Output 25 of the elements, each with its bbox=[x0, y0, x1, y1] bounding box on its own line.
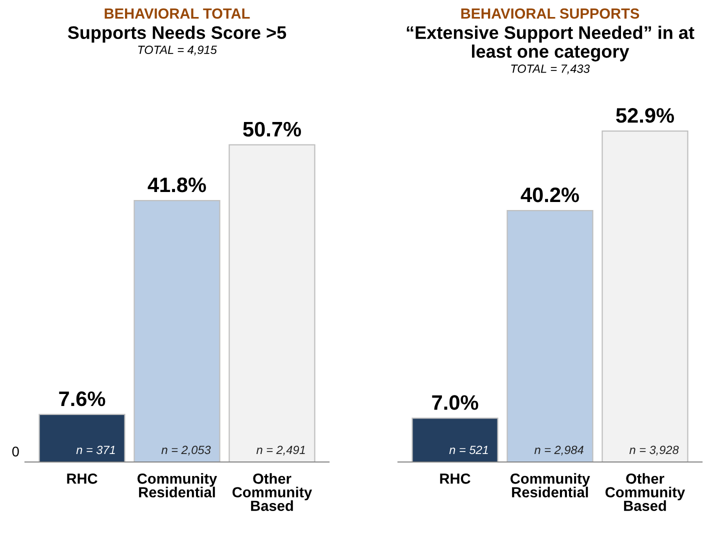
x-tick-label: Other Community Based bbox=[605, 473, 686, 512]
chart-title: BEHAVIORAL TOTAL bbox=[104, 8, 250, 19]
data-label: 40.2% bbox=[520, 187, 579, 202]
x-tick-label: Other Community Based bbox=[232, 473, 312, 512]
data-label: 7.0% bbox=[432, 395, 478, 410]
data-label: 7.6% bbox=[59, 391, 106, 406]
annotation: n = 2,491 bbox=[256, 446, 305, 456]
data-label: 50.7% bbox=[243, 122, 301, 137]
annotation: n = 3,928 bbox=[629, 446, 679, 456]
x-tick-label: Community Residential bbox=[510, 473, 590, 498]
annotation: n = 2,984 bbox=[534, 446, 584, 456]
text: TOTAL = 4,915 bbox=[138, 46, 217, 56]
x-tick-label: Community Residential bbox=[137, 473, 218, 498]
x-tick-label: RHC bbox=[440, 473, 470, 484]
data-label: 41.8% bbox=[148, 177, 206, 192]
chart-subtitle: “Extensive Support Needed” in at least one category bbox=[406, 26, 694, 62]
text: TOTAL = 7,433 bbox=[511, 64, 590, 74]
chart-subtitle: Supports Needs Score >5 bbox=[68, 26, 286, 43]
annotation: n = 2,053 bbox=[161, 446, 211, 456]
annotation: n = 521 bbox=[449, 446, 488, 454]
x-tick-label: RHC bbox=[67, 473, 98, 484]
annotation: n = 371 bbox=[76, 446, 115, 454]
chart-title: BEHAVIORAL SUPPORTS bbox=[461, 8, 640, 19]
text: 0 bbox=[12, 446, 19, 456]
data-label: 52.9% bbox=[616, 108, 674, 123]
